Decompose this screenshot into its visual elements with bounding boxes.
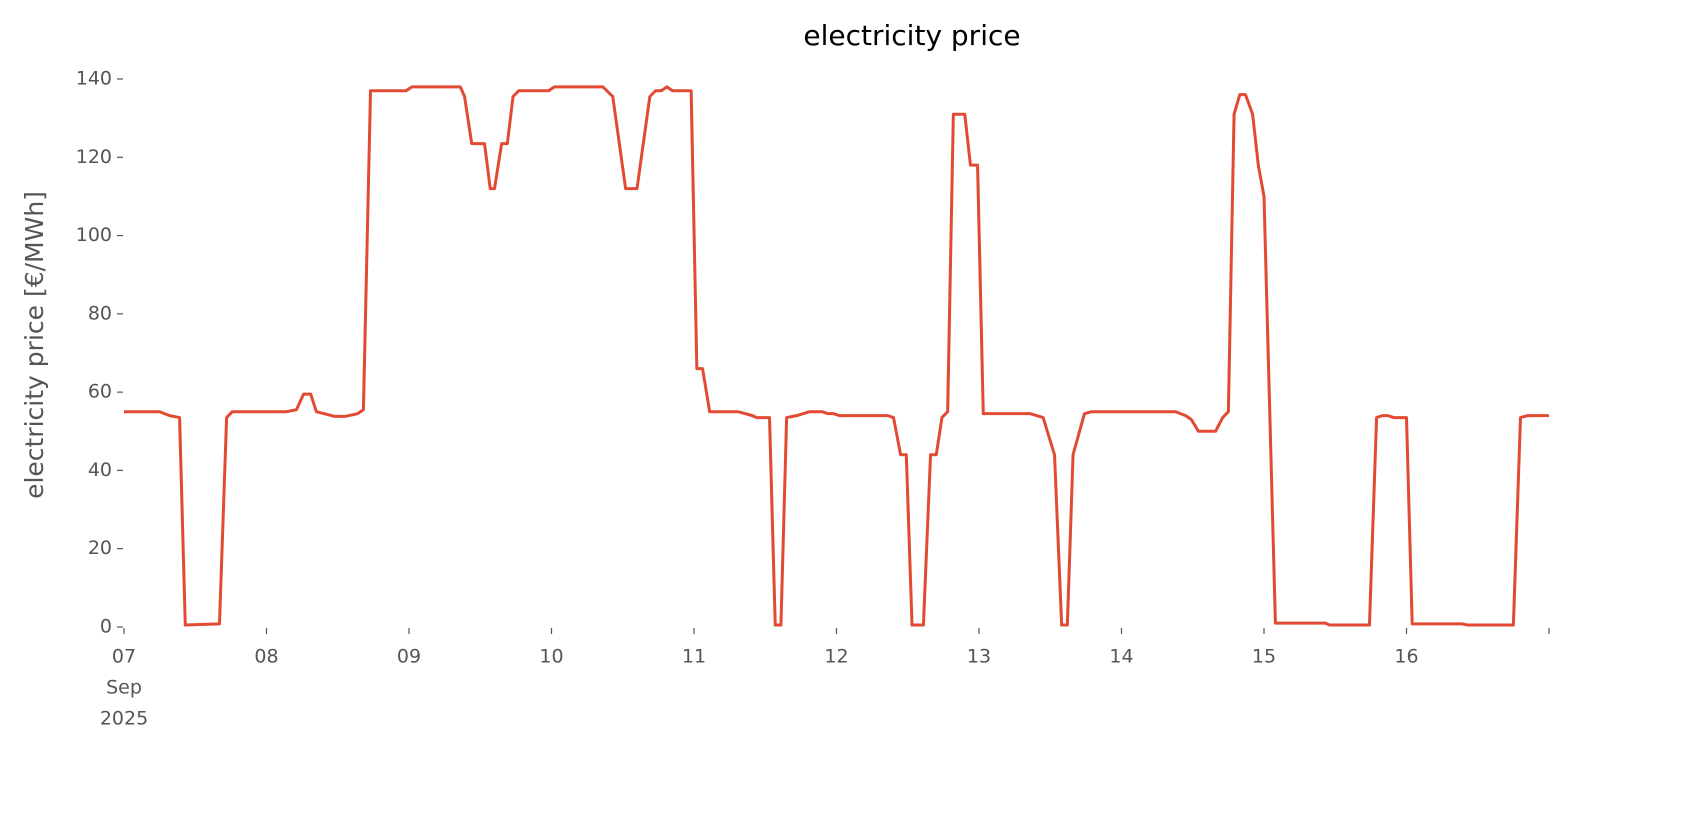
- x-tick-label: 10: [539, 646, 563, 668]
- y-axis-label: electricity price [€/MWh]: [20, 191, 49, 499]
- y-tick-label: 100: [76, 224, 112, 246]
- x-tick-label: 09: [397, 646, 421, 668]
- y-tick-label: 0: [100, 616, 112, 638]
- x-tick-label: 15: [1252, 646, 1276, 668]
- x-tick-label: 13: [967, 646, 991, 668]
- x-tick-label: 11: [682, 646, 706, 668]
- y-tick-label: 120: [76, 146, 112, 168]
- x-tick-sublabel: 2025: [100, 708, 148, 730]
- y-tick-label: 40: [88, 459, 112, 481]
- price-line: [124, 85, 1549, 627]
- y-tick-label: 20: [88, 537, 112, 559]
- x-tick-sublabel: Sep: [106, 677, 142, 699]
- x-tick-label: 07: [112, 646, 136, 668]
- x-tick-label: 16: [1394, 646, 1418, 668]
- chart-title: electricity price: [803, 19, 1020, 52]
- y-tick-label: 140: [76, 68, 112, 90]
- y-tick-label: 80: [88, 302, 112, 324]
- x-tick-label: 08: [254, 646, 278, 668]
- y-tick-label: 60: [88, 381, 112, 403]
- x-tick-label: 14: [1109, 646, 1133, 668]
- x-tick-label: 12: [824, 646, 848, 668]
